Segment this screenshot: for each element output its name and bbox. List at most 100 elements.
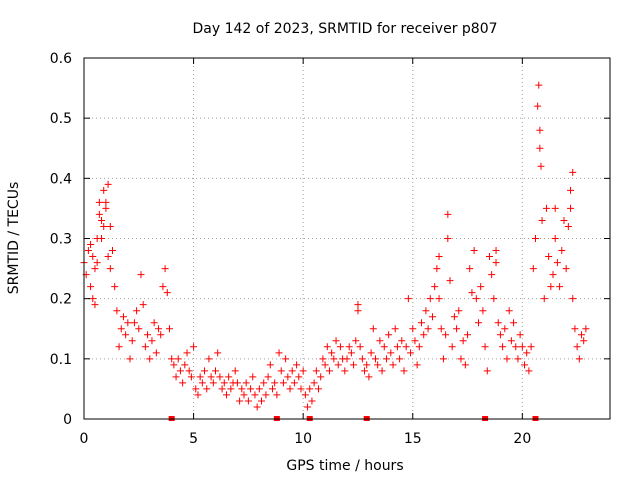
data-point xyxy=(117,325,125,333)
data-point xyxy=(251,391,259,399)
data-point xyxy=(358,355,366,363)
data-point xyxy=(488,271,496,279)
data-point xyxy=(205,355,213,363)
data-point xyxy=(332,337,340,345)
data-point xyxy=(135,325,143,333)
data-point xyxy=(308,397,316,405)
data-point xyxy=(350,361,358,369)
data-point xyxy=(104,180,112,188)
data-point xyxy=(255,385,263,393)
data-point xyxy=(501,325,509,333)
x-axis-label: GPS time / hours xyxy=(286,458,403,474)
data-point xyxy=(176,367,184,375)
data-point xyxy=(457,355,465,363)
data-point xyxy=(290,379,298,387)
data-point xyxy=(128,337,136,345)
data-point xyxy=(538,216,546,224)
data-point xyxy=(102,204,110,212)
data-point xyxy=(537,162,545,170)
data-point xyxy=(536,144,544,152)
data-point xyxy=(411,337,419,345)
data-point xyxy=(214,349,222,357)
x-tick-label: 15 xyxy=(404,431,422,447)
data-point xyxy=(87,241,95,249)
data-point xyxy=(102,198,110,206)
data-point xyxy=(492,247,500,255)
data-point xyxy=(514,355,522,363)
data-point xyxy=(192,385,200,393)
data-point xyxy=(534,102,542,110)
data-point xyxy=(181,361,189,369)
data-point xyxy=(435,295,443,303)
data-point xyxy=(91,301,99,309)
data-point xyxy=(187,373,195,381)
data-point xyxy=(551,235,559,242)
data-point xyxy=(494,319,502,327)
data-point xyxy=(567,186,575,194)
data-point xyxy=(391,325,399,333)
data-point xyxy=(122,331,130,339)
y-tick-label: 0.5 xyxy=(50,111,72,127)
data-point xyxy=(304,403,312,411)
data-point xyxy=(402,343,410,351)
data-point xyxy=(258,397,266,405)
data-point xyxy=(490,295,498,303)
data-point xyxy=(354,307,362,315)
data-point xyxy=(551,204,559,212)
data-point xyxy=(433,265,441,273)
data-point xyxy=(439,355,447,363)
data-point xyxy=(459,337,467,345)
data-point xyxy=(542,204,550,212)
data-point xyxy=(95,210,103,218)
y-tick-label: 0 xyxy=(63,412,72,428)
data-point xyxy=(124,319,132,327)
data-point xyxy=(396,355,404,363)
data-point xyxy=(407,349,415,357)
data-point xyxy=(328,349,336,357)
y-tick-label: 0.3 xyxy=(50,232,72,248)
data-point xyxy=(582,325,590,333)
data-point xyxy=(236,397,244,405)
data-point xyxy=(293,361,301,369)
data-point xyxy=(220,379,228,387)
data-point xyxy=(108,247,116,255)
y-tick-label: 0.1 xyxy=(50,352,72,368)
data-point xyxy=(398,337,406,345)
data-point xyxy=(319,355,327,363)
data-point xyxy=(376,337,384,345)
data-point xyxy=(380,343,388,351)
data-point xyxy=(369,325,377,333)
data-point xyxy=(222,391,230,399)
data-point xyxy=(113,307,121,315)
data-point xyxy=(556,283,564,291)
data-point xyxy=(190,343,198,351)
data-point xyxy=(253,403,261,411)
data-point xyxy=(141,343,149,351)
data-point xyxy=(483,367,491,375)
data-point xyxy=(545,253,553,261)
data-point xyxy=(523,349,531,357)
data-point xyxy=(325,367,333,375)
data-point xyxy=(475,319,482,327)
data-point xyxy=(130,319,138,327)
data-point xyxy=(580,337,588,345)
data-point xyxy=(404,295,412,303)
data-point xyxy=(505,307,513,315)
data-point xyxy=(569,295,577,303)
data-point xyxy=(273,391,281,399)
data-point xyxy=(106,265,114,273)
y-tick-label: 0.6 xyxy=(50,51,72,67)
data-point xyxy=(260,379,268,387)
data-point xyxy=(374,361,382,369)
data-point xyxy=(444,210,452,218)
data-point xyxy=(317,373,325,381)
data-point xyxy=(536,126,544,134)
data-point xyxy=(382,355,390,363)
data-point xyxy=(540,295,548,303)
data-point xyxy=(119,313,127,321)
data-point xyxy=(426,295,434,303)
data-point xyxy=(352,337,360,345)
data-point xyxy=(98,216,106,224)
data-point xyxy=(89,253,97,261)
data-point xyxy=(518,343,526,351)
